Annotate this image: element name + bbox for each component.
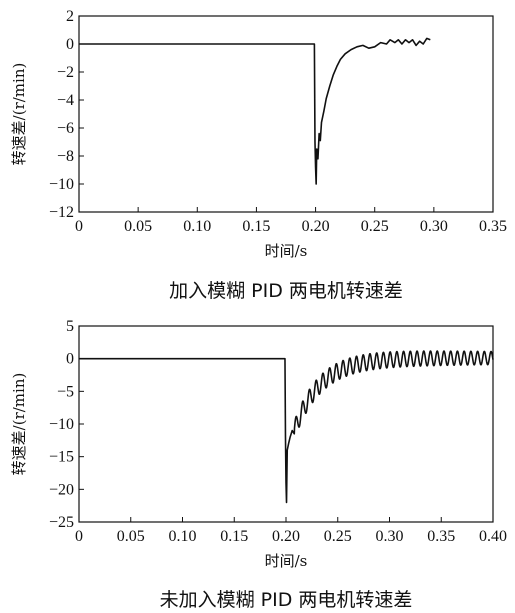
x-tick-label: 0.10 — [169, 528, 197, 545]
chart-1: 2 0 −2 −4 −6 −8 −10 −12 0 0.05 0.10 0.15 0.20 0.25 0.… — [10, 8, 507, 302]
chart-1-x-ticks: 0 0.05 0.10 0.15 0.20 0.25 0.30 0.35 — [75, 207, 507, 235]
x-tick-label: 0.35 — [479, 218, 507, 235]
series-line-1 — [79, 37, 431, 185]
y-tick-label: 0 — [66, 36, 74, 53]
x-tick-label: 0.20 — [302, 218, 330, 235]
x-tick-label: 0.20 — [272, 528, 300, 545]
chart-2: 5 0 −5 −10 −15 −20 −25 0 0.05 0.10 0.15 0.20 0.25 0.… — [10, 318, 507, 611]
y-tick-label: 0 — [66, 351, 74, 368]
y-tick-label: −6 — [57, 120, 74, 137]
chart-1-caption: 加入模糊 PID 两电机转速差 — [169, 280, 403, 302]
x-tick-label: 0.05 — [117, 528, 145, 545]
y-tick-label: −2 — [57, 64, 74, 81]
y-tick-label: −10 — [49, 176, 74, 193]
x-tick-label: 0.30 — [420, 218, 448, 235]
x-tick-label: 0.05 — [124, 218, 152, 235]
chart-2-series — [79, 350, 494, 504]
y-tick-label: −10 — [49, 416, 74, 433]
y-tick-label: −20 — [49, 481, 74, 498]
x-tick-label: 0.15 — [220, 528, 248, 545]
y-tick-label: −15 — [49, 449, 74, 466]
y-tick-label: −25 — [49, 514, 74, 531]
x-tick-label: 0.25 — [324, 528, 352, 545]
chart-2-y-axis-label: 转速差/(r/min) — [10, 373, 28, 476]
x-tick-label: 0.35 — [427, 528, 455, 545]
chart-1-y-ticks: 2 0 −2 −4 −6 −8 −10 −12 — [49, 8, 84, 221]
chart-2-x-ticks: 0 0.05 0.10 0.15 0.20 0.25 0.30 0.35 0.40 — [75, 517, 507, 545]
x-tick-label: 0.30 — [376, 528, 404, 545]
y-tick-label: −8 — [57, 148, 74, 165]
x-tick-label: 0.25 — [361, 218, 389, 235]
y-tick-label: −12 — [49, 204, 74, 221]
y-tick-label: 5 — [66, 318, 74, 335]
chart-1-x-axis-label: 时间/s — [265, 242, 308, 260]
series-line-1 — [79, 350, 494, 504]
chart-1-y-axis-label: 转速差/(r/min) — [10, 63, 28, 166]
x-tick-label: 0.40 — [479, 528, 507, 545]
x-tick-label: 0 — [75, 528, 83, 545]
x-tick-label: 0.15 — [242, 218, 270, 235]
chart-1-plot-frame — [78, 15, 494, 213]
x-tick-label: 0.10 — [183, 218, 211, 235]
x-tick-label: 0 — [75, 218, 83, 235]
chart-1-series — [79, 37, 431, 185]
chart-2-y-ticks: 5 0 −5 −10 −15 −20 −25 — [49, 318, 84, 531]
y-tick-label: −4 — [57, 92, 74, 109]
y-tick-label: 2 — [66, 8, 74, 25]
y-tick-label: −5 — [57, 383, 74, 400]
chart-2-caption: 未加入模糊 PID 两电机转速差 — [160, 589, 413, 611]
chart-2-x-axis-label: 时间/s — [265, 552, 308, 570]
